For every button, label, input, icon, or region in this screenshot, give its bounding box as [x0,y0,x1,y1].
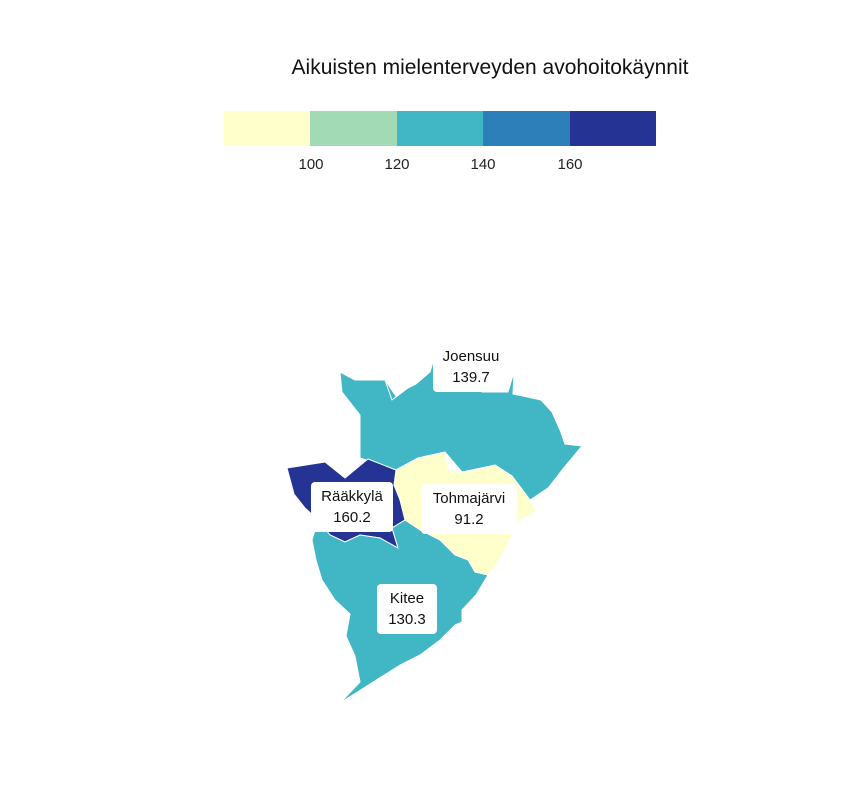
legend-tick-100: 100 [298,156,324,173]
label-joensuu-value: 139.7 [452,369,490,386]
label-tohmajarvi: Tohmajärvi 91.2 [421,484,517,534]
label-joensuu: Joensuu 139.7 [433,342,509,392]
legend-swatch-5 [569,111,657,146]
label-raakkyla-name: Rääkkylä [321,488,383,505]
label-tohmajarvi-value: 91.2 [454,511,484,528]
label-kitee-name: Kitee [389,590,425,607]
label-raakkyla: Rääkkylä 160.2 [311,482,393,532]
legend-swatch-3 [396,111,484,146]
label-kitee-value: 130.3 [388,611,426,628]
legend-tick-140: 140 [470,156,496,173]
color-legend [224,111,657,146]
legend-tick-120: 120 [384,156,410,173]
legend-swatch-2 [310,111,397,146]
legend-swatch-4 [483,111,570,146]
label-raakkyla-value: 160.2 [333,509,371,526]
label-kitee: Kitee 130.3 [377,584,437,634]
label-tohmajarvi-name: Tohmajärvi [432,490,506,507]
legend-tick-160: 160 [557,156,583,173]
legend-swatch-1 [224,111,311,146]
label-joensuu-name: Joensuu [442,348,500,365]
map-title: Aikuisten mielenterveyden avohoitokäynni… [291,56,689,79]
